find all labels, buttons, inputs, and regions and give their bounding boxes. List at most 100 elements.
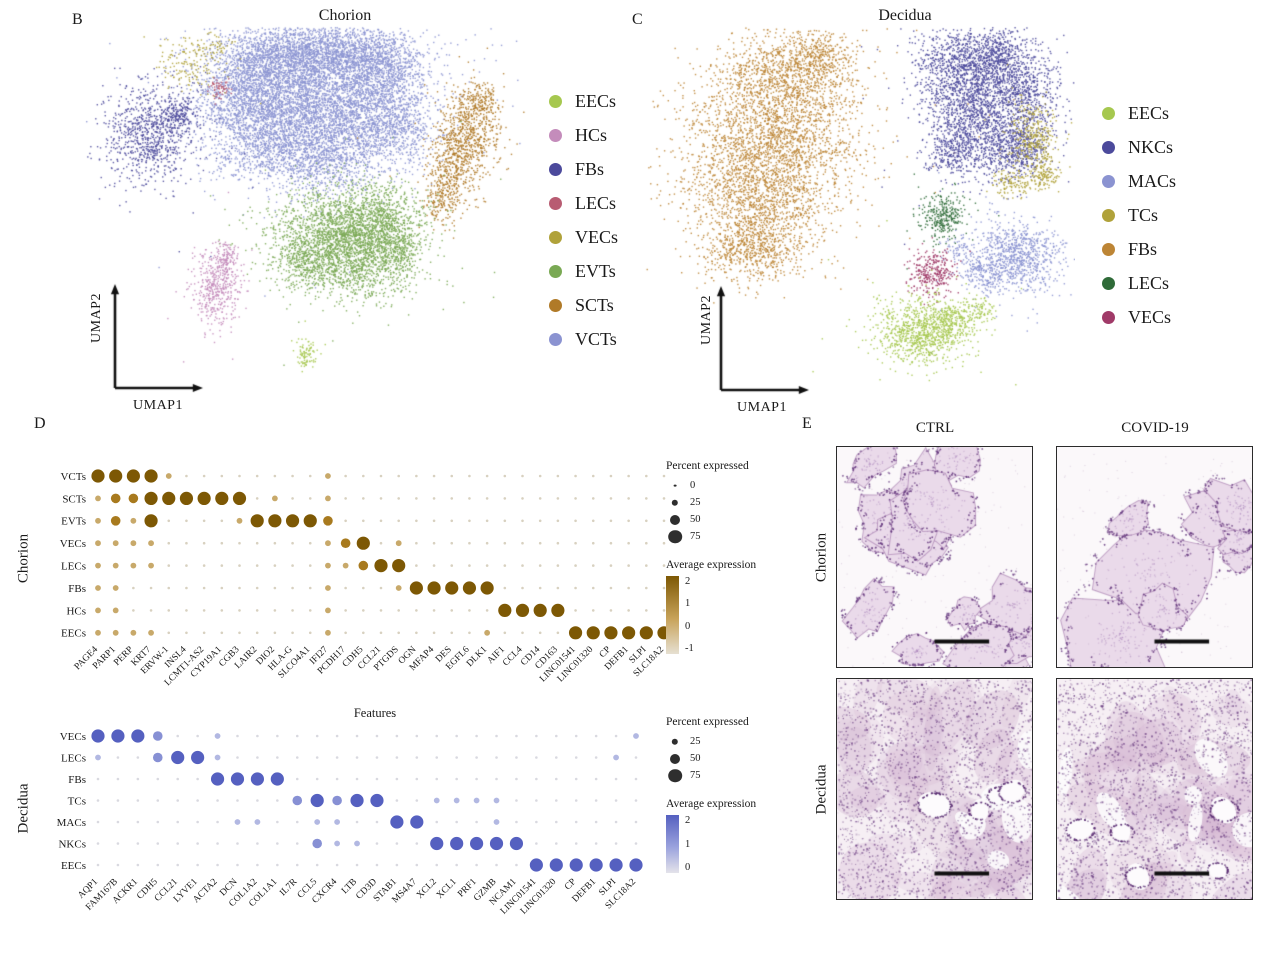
dotplot-row-label: FBs [68,774,86,786]
dotplot-dot [609,519,613,523]
legend-item-vecs: VECs [1102,300,1176,334]
percent-legend-value: 50 [690,753,701,764]
histology-chorion-covid-image [1056,446,1253,668]
dotplot-dot [614,777,618,781]
dotplot-dot [521,474,524,478]
dotplot-dot [498,603,512,617]
histology-col-header-ctrl: CTRL [915,420,955,436]
dotplot-dot [485,541,489,545]
dotplot-dot [450,609,454,612]
dotplot-dot [167,564,171,567]
dotplot-dot [110,493,121,504]
dotplot-dot [325,540,331,547]
dotplot-dot [95,585,101,591]
dotplot-dot [144,514,158,528]
dotplot-dot [392,559,406,573]
dotplot-dot [156,799,160,802]
dotplot-dot [662,541,666,545]
dotplot-dot [128,493,139,504]
dotplot-dot [238,564,241,567]
dotplot-dot [604,626,618,640]
dotplot-dot [379,497,383,500]
dotplot-dot [535,777,538,781]
dotplot-dot [291,541,294,545]
dotplot-dot [185,541,188,545]
dotplot-dot [355,756,359,759]
dotplot-dot [216,799,219,802]
legend-label: NKCs [1128,136,1174,157]
legend-label: SCTs [575,294,614,315]
dotplot-dot [156,842,160,845]
dotplot-dot [609,497,613,500]
dotplot-dot [176,863,180,867]
dotplot-dot [397,474,400,478]
dotplot-dot [136,820,140,824]
dotplot-dot [131,729,145,743]
dotplot-dot [238,586,241,590]
dotplot-dot [556,541,560,545]
dotplot-dot [152,752,163,763]
percent-legend-dot-box [666,477,684,494]
dotplot-dot [409,581,423,595]
dotplot-dot [432,564,436,567]
dotplot-dot [109,469,123,483]
dotplot-dot [325,585,331,591]
legend-color-dot [549,94,562,108]
dotplot-dot [375,756,379,759]
dotplot-dot [315,777,319,781]
dotplot-dot [395,585,402,591]
dotplot-dot [435,863,439,867]
percent-legend-value: 75 [690,531,701,542]
percent-legend-value: 25 [690,497,701,508]
dotplot-dot [538,586,542,590]
percent-legend-dot-box [666,733,684,750]
dotplot-dot [110,516,121,526]
legend-item-vecs: VECs [549,220,618,254]
dotplot-dot [614,799,618,802]
dotplot-dot [344,519,347,523]
percent-legend-value: 50 [690,514,701,525]
percent-expressed-title: Percent expressed [666,460,749,472]
dotplot-dot [453,797,460,804]
dotplot-dot [609,564,613,567]
legend-color-dot [1102,276,1115,290]
dotplot-dot [112,629,119,636]
dotplot-dot [116,842,120,845]
dotplot-dot [255,541,259,545]
percent-legend-dot [668,768,682,783]
dotplot-dot [344,631,347,635]
percent-legend-value: 0 [690,480,696,491]
dotplot-dot [450,474,454,478]
dotplot-dot [450,836,464,851]
dotplot-dot [95,495,101,502]
dotplot-dot [355,820,359,824]
dotplot-dot [95,629,101,636]
dotplot-dot [591,564,595,567]
dotplot-dot [271,495,278,502]
dotplot-dot [354,840,360,847]
dotplot-dot [156,820,160,824]
dotplot-dot [629,858,643,872]
dotplot-dot [95,754,101,761]
dotplot-dot [230,772,245,786]
dotplot-dot [415,474,418,478]
dotplot-dot [112,585,119,591]
legend-label: FBs [575,158,605,179]
dotplot-dot [325,562,331,569]
dotplot-dot [273,564,277,567]
dotplot-dot [276,863,279,867]
dotplot-dot [238,631,241,635]
dotplot-dot [116,863,120,867]
percent-legend-dot-box [666,528,684,545]
dotplot-dot [236,863,239,867]
legend-label: FBs [1128,238,1158,259]
dotplot-dot [645,541,648,545]
dotplot-dot [662,564,666,567]
dotplot-dot [344,474,347,478]
dotplot-dot [468,609,471,612]
dotplot-dot [645,586,648,590]
dotplot-dot [415,842,419,845]
percent-legend-row: 50 [666,511,796,528]
dotplot-dot [495,734,498,738]
dotplot-dot [397,631,400,635]
